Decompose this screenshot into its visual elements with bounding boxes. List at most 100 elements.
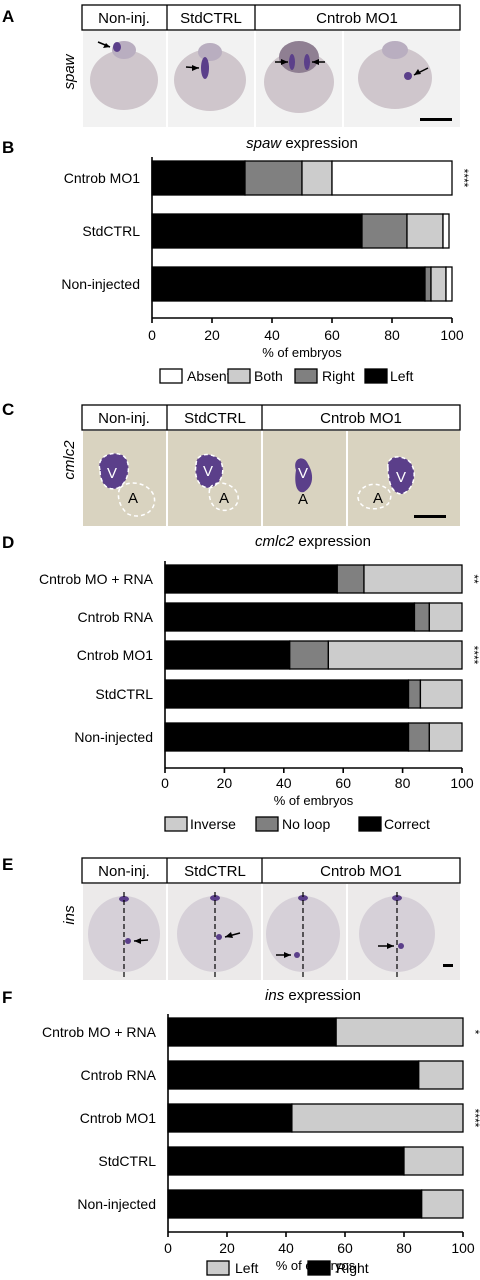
header-stdctrl: StdCTRL: [180, 10, 242, 27]
bar-segment-no-loop: [336, 564, 365, 594]
x-tick-label: 80: [396, 1240, 412, 1256]
legend-label: Left: [390, 368, 413, 384]
x-tick-label: 40: [276, 775, 292, 791]
panel-letter-b: B: [2, 138, 14, 157]
atrium-label: A: [298, 491, 308, 508]
chart-f: F ins expression Cntrob MO + RNA Cntrob R…: [2, 987, 480, 1276]
x-tick-label: 80: [384, 327, 400, 343]
category-label: StdCTRL: [95, 686, 153, 702]
header-stdctrl: StdCTRL: [184, 410, 246, 427]
cmlc2-photos: V A V A V A V A: [83, 431, 460, 526]
scale-bar: [443, 964, 453, 967]
bar-segment-right: [167, 1189, 423, 1219]
bar-segment-left: [151, 266, 426, 302]
bar-segment-left: [335, 1017, 464, 1047]
category-label: Cntrob MO1: [77, 647, 153, 663]
x-tick-label: 60: [335, 775, 351, 791]
panel-c: C cmlc2 Non-inj. StdCTRL Cntrob MO1 V A …: [2, 400, 461, 526]
header-non-inj: Non-inj.: [98, 10, 150, 27]
atrium-label: A: [373, 490, 383, 507]
legend-label: Both: [254, 368, 283, 384]
bar-segment-correct: [164, 602, 416, 632]
bar-segment-correct: [164, 640, 291, 670]
legend-label: Right: [336, 1260, 369, 1276]
chart-d: D cmlc2 expression Cntrob MO + RNA Cntrob…: [2, 533, 480, 832]
bar-segment-left: [403, 1146, 464, 1176]
significance-marker: ****: [468, 1109, 480, 1128]
bar-segment-absent: [442, 213, 450, 249]
bar-segment-correct: [164, 564, 338, 594]
bar-segment-left: [291, 1103, 464, 1133]
header-cntrob-mo1: Cntrob MO1: [320, 863, 402, 880]
legend-swatch: [227, 368, 251, 384]
x-tick-label: 0: [161, 775, 169, 791]
bar-segment-correct: [164, 679, 410, 709]
legend-swatch: [364, 368, 388, 384]
chart-title: ins expression: [265, 987, 361, 1004]
category-label: StdCTRL: [82, 223, 140, 239]
bar-segment-inverse: [327, 640, 463, 670]
x-tick-label: 60: [337, 1240, 353, 1256]
panel-letter-c: C: [2, 400, 14, 419]
x-tick-label: 40: [278, 1240, 294, 1256]
significance-marker: **: [467, 574, 480, 584]
bar-segment-correct: [164, 722, 410, 752]
panel-letter-d: D: [2, 533, 14, 552]
bar-segment-no-loop: [289, 640, 329, 670]
x-axis-label: % of embryos: [274, 793, 354, 808]
header-non-inj: Non-inj.: [98, 863, 150, 880]
category-label: Cntrob MO + RNA: [42, 1024, 157, 1040]
embryo-image: [174, 43, 246, 111]
panel-letter-f: F: [2, 988, 12, 1007]
header-cntrob-mo1: Cntrob MO1: [320, 410, 402, 427]
atrium-label: A: [219, 490, 229, 507]
chart-b: B spaw expression Cntrob MO1 StdCTRL Non-i…: [2, 135, 471, 384]
category-label: Cntrob MO1: [80, 1110, 156, 1126]
spaw-photos: [83, 31, 460, 127]
x-tick-label: 0: [148, 327, 156, 343]
x-tick-label: 40: [264, 327, 280, 343]
x-tick-label: 20: [204, 327, 220, 343]
bar-segment-inverse: [428, 722, 463, 752]
legend-label: Right: [322, 368, 355, 384]
x-tick-label: 60: [324, 327, 340, 343]
header-cntrob-mo1: Cntrob MO1: [316, 10, 398, 27]
bar-segment-left: [151, 160, 246, 196]
significance-marker: *: [468, 1030, 480, 1035]
bar-segment-right: [167, 1017, 337, 1047]
legend-label: No loop: [282, 816, 330, 832]
bar-segment-both: [301, 160, 333, 196]
panel-letter-a: A: [2, 7, 14, 26]
panel-a: A spaw Non-inj. StdCTRL Cntrob MO1: [2, 4, 461, 127]
bar-segment-right: [424, 266, 432, 302]
bar-segment-absent: [445, 266, 453, 302]
ventricle-label: V: [203, 463, 213, 480]
atrium-label: A: [128, 490, 138, 507]
embryo-image: [358, 41, 432, 109]
gene-label-cmlc2: cmlc2: [61, 440, 78, 480]
bar-segment-both: [406, 213, 444, 249]
legend-swatch: [358, 816, 382, 832]
category-label: Cntrob RNA: [81, 1067, 157, 1083]
bar-segment-right: [167, 1060, 420, 1090]
bar-segment-inverse: [428, 602, 463, 632]
scale-bar: [414, 515, 446, 518]
embryo-image: [264, 41, 334, 113]
bar-segment-left: [151, 213, 363, 249]
x-tick-label: 100: [450, 775, 474, 791]
bar-segment-left: [418, 1060, 464, 1090]
bar-segment-right: [167, 1103, 293, 1133]
legend-swatch: [164, 816, 188, 832]
category-label: StdCTRL: [98, 1153, 156, 1169]
legend-label: Inverse: [190, 816, 236, 832]
x-tick-label: 100: [440, 327, 464, 343]
x-tick-label: 80: [395, 775, 411, 791]
bar-segment-right: [361, 213, 408, 249]
legend-swatch: [307, 1260, 331, 1276]
significance-marker: ****: [457, 169, 471, 188]
bar-segment-no-loop: [407, 722, 430, 752]
bar-segment-no-loop: [407, 679, 422, 709]
x-tick-label: 20: [219, 1240, 235, 1256]
legend-label: Absent: [187, 368, 231, 384]
